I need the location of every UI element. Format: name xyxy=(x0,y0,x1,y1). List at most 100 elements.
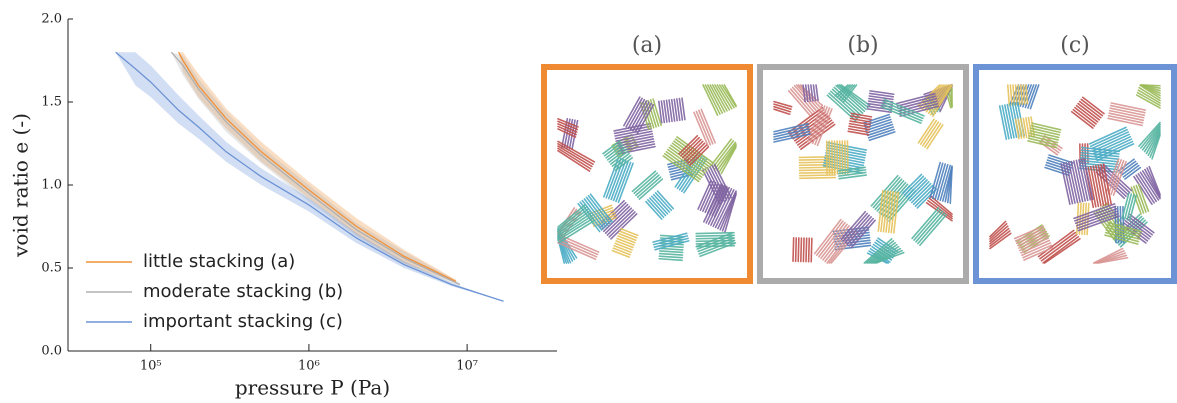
fiber xyxy=(723,84,737,107)
fiber xyxy=(989,230,1011,247)
fiber xyxy=(1076,212,1119,230)
x-axis-label: pressure P (Pa) xyxy=(235,376,390,400)
fiber xyxy=(673,98,678,122)
fiber xyxy=(1089,128,1128,148)
fiber xyxy=(866,126,894,137)
fiber xyxy=(1095,140,1134,159)
fiber xyxy=(805,237,808,263)
fiber xyxy=(627,98,646,129)
fiber xyxy=(1127,215,1153,236)
fiber xyxy=(773,125,810,136)
fiber xyxy=(606,209,634,236)
fiber xyxy=(668,99,673,123)
fiber xyxy=(608,211,636,238)
fiber xyxy=(625,97,643,128)
fiber xyxy=(838,84,853,100)
fiber xyxy=(924,122,942,148)
fiber xyxy=(802,84,806,103)
fiber xyxy=(591,211,616,223)
x-tick-label: 10⁷ xyxy=(456,359,478,374)
fiber xyxy=(695,242,736,245)
fiber xyxy=(610,159,627,201)
fiber xyxy=(613,154,632,170)
fiber xyxy=(557,128,577,138)
fiber xyxy=(614,127,653,137)
fiber xyxy=(588,204,613,215)
fiber xyxy=(823,159,864,169)
fiber xyxy=(717,190,737,230)
fiber xyxy=(719,191,737,231)
fiber xyxy=(698,109,714,145)
fiber xyxy=(714,84,731,111)
fiber xyxy=(826,146,867,156)
fiber xyxy=(881,103,923,122)
fiber xyxy=(632,101,650,132)
fiber xyxy=(720,146,737,175)
fiber xyxy=(557,125,577,136)
fiber xyxy=(557,217,595,241)
fiber xyxy=(1147,130,1161,157)
fiber xyxy=(716,84,733,110)
fiber xyxy=(1047,156,1073,167)
line xyxy=(178,51,457,282)
fiber xyxy=(869,90,895,96)
fiber xyxy=(909,181,930,202)
fiber xyxy=(638,178,664,200)
fiber xyxy=(868,243,898,264)
fiber xyxy=(1082,96,1105,115)
fiber xyxy=(695,110,712,146)
fiber xyxy=(1137,172,1158,203)
fiber xyxy=(704,84,721,115)
fiber xyxy=(1095,164,1105,207)
line xyxy=(115,51,504,302)
fiber xyxy=(1074,205,1117,222)
fiber xyxy=(1139,84,1161,99)
fiber xyxy=(667,158,690,166)
fiber xyxy=(1067,161,1079,204)
fiber xyxy=(865,240,895,264)
fiber xyxy=(561,117,569,148)
fiber xyxy=(939,85,953,113)
fiber xyxy=(875,251,905,264)
fiber xyxy=(1136,91,1161,107)
fiber xyxy=(1138,121,1161,147)
fiber xyxy=(695,234,735,237)
fiber xyxy=(939,164,952,202)
fiber xyxy=(877,189,884,232)
fiber xyxy=(1124,166,1142,180)
fiber xyxy=(846,216,872,246)
fiber xyxy=(695,237,735,240)
fiber xyxy=(1029,129,1060,139)
fiber xyxy=(773,133,811,143)
fiber xyxy=(1030,124,1061,134)
fiber xyxy=(658,257,683,262)
fiber xyxy=(811,106,828,145)
fiber xyxy=(557,142,594,165)
fiber xyxy=(773,128,810,138)
fiber xyxy=(709,185,724,216)
fiber xyxy=(848,122,871,128)
fiber xyxy=(654,240,690,251)
fiber xyxy=(712,187,733,228)
fiber xyxy=(1105,229,1140,240)
fiber xyxy=(713,163,732,199)
fiber xyxy=(1009,84,1013,106)
fiber xyxy=(1088,126,1127,145)
fiber xyxy=(718,144,737,173)
fiber xyxy=(605,144,624,159)
fiber xyxy=(1135,174,1155,204)
fiber xyxy=(1144,168,1161,198)
fiber xyxy=(863,238,893,264)
fiber xyxy=(1070,160,1081,203)
fiber xyxy=(1104,231,1140,243)
fiber xyxy=(1109,107,1146,117)
fiber xyxy=(867,128,895,139)
fiber xyxy=(1092,247,1124,264)
fiber xyxy=(917,212,946,245)
fiber xyxy=(1146,167,1161,197)
fiber xyxy=(635,174,660,197)
fiber xyxy=(587,194,611,225)
fiber xyxy=(1083,202,1088,236)
fiber xyxy=(1107,117,1143,127)
y-tick-label: 2.0 xyxy=(41,12,62,27)
